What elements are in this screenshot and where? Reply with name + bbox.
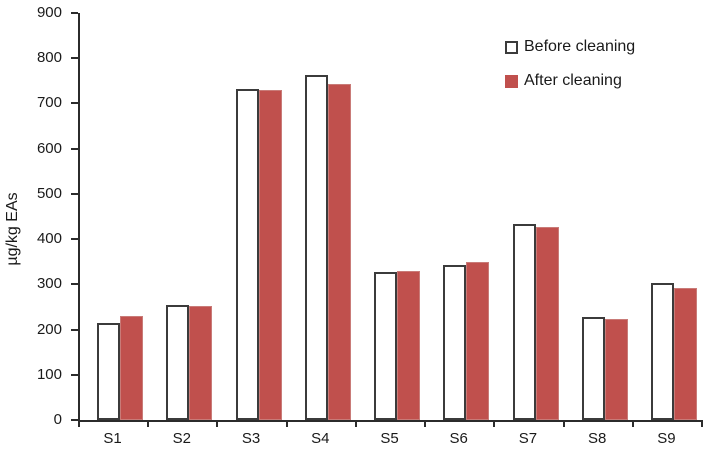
bar-group-s6: [426, 13, 495, 420]
x-axis-tick-label-s7: S7: [518, 430, 538, 447]
y-axis-tick-label: 800: [36, 49, 62, 67]
x-axis-tick-label-s1: S1: [103, 430, 122, 447]
bar-s1-before: [97, 322, 121, 420]
bar-s1-after: [120, 315, 144, 420]
y-axis-tick-mark: [71, 373, 78, 376]
bar-group-s1: [80, 13, 149, 420]
legend-item-after-cleaning: After cleaning: [505, 72, 635, 90]
legend: Before cleaning After cleaning: [505, 38, 635, 90]
bar-s5-after: [397, 270, 421, 420]
y-axis-tick-mark: [71, 328, 78, 331]
bar-group-s5: [357, 13, 426, 420]
bar-group-s2: [149, 13, 218, 420]
bar-s4-after: [327, 84, 351, 420]
legend-swatch-after-icon: [505, 74, 518, 88]
x-axis-tick-mark: [147, 421, 150, 427]
bar-s4-before: [304, 75, 328, 420]
legend-label: After cleaning: [524, 72, 622, 89]
y-axis-tick-mark: [71, 102, 78, 105]
bar-s7-after: [535, 227, 559, 420]
legend-label: Before cleaning: [524, 38, 636, 55]
x-axis-tick-mark: [78, 421, 80, 427]
y-axis-tick-mark: [71, 238, 78, 241]
bar-s8-before: [581, 316, 605, 420]
x-axis-tick-mark: [285, 421, 288, 427]
y-axis-tick-mark: [71, 283, 78, 286]
x-axis-tick-label-s9: S9: [657, 430, 676, 447]
y-axis-tick-label: 100: [36, 365, 62, 383]
x-axis-tick-mark: [424, 421, 427, 427]
x-axis-tick-mark: [354, 421, 357, 427]
bar-s9-before: [650, 282, 674, 420]
bar-group-s8: [565, 13, 634, 420]
bar-s8-after: [604, 319, 628, 420]
y-axis-tick-mark: [71, 419, 78, 421]
legend-item-before-cleaning: Before cleaning: [505, 38, 635, 56]
bar-s7-before: [512, 224, 536, 420]
bar-group-s9: [634, 13, 703, 420]
bar-group-s3: [218, 13, 287, 420]
bar-s2-after: [189, 305, 213, 420]
y-axis-tick-label: 0: [53, 411, 62, 428]
y-axis-tick-label: 900: [36, 4, 62, 21]
x-axis-tick-mark: [701, 421, 703, 427]
bar-s3-before: [235, 88, 259, 420]
bar-group-s4: [288, 13, 357, 420]
bar-s2-before: [166, 305, 190, 420]
bar-s3-after: [258, 89, 282, 420]
x-axis-tick-label-s2: S2: [172, 430, 191, 447]
x-axis-tick-label-s4: S4: [311, 430, 330, 447]
bar-s6-after: [466, 261, 490, 420]
y-axis-tick-label: 200: [36, 320, 62, 338]
x-axis-tick-mark: [631, 421, 634, 427]
y-axis-tick-mark: [71, 147, 78, 150]
bar-s6-before: [443, 264, 467, 420]
y-axis-tick-label: 400: [36, 230, 62, 248]
x-axis-tick-mark: [493, 421, 496, 427]
y-axis-tick-label: 500: [36, 184, 62, 202]
x-axis-tick-label-s5: S5: [380, 430, 399, 447]
y-axis-tick-label: 600: [36, 139, 62, 157]
y-axis-tick-mark: [71, 57, 78, 60]
x-axis-tick-label-s8: S8: [587, 430, 607, 447]
y-axis-tick-mark: [71, 12, 78, 14]
y-axis-tick-label: 700: [36, 94, 62, 112]
legend-swatch-before-icon: [505, 40, 518, 54]
y-axis-tick-label: 300: [36, 275, 62, 293]
x-axis-tick-mark: [216, 421, 219, 427]
plot-area: [78, 13, 703, 422]
bar-s9-after: [673, 287, 697, 420]
x-axis-tick-label-s3: S3: [241, 430, 261, 447]
bar-s5-before: [374, 271, 398, 420]
y-axis-tick-mark: [71, 192, 78, 195]
x-axis-tick-label-s6: S6: [449, 430, 468, 447]
bar-group-s7: [495, 13, 564, 420]
x-axis-tick-mark: [562, 421, 565, 427]
